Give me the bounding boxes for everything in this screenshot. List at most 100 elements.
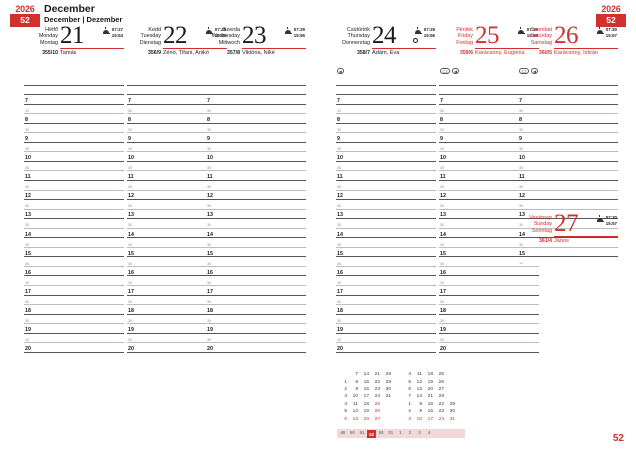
hour-row[interactable]: 10 xyxy=(206,152,306,162)
mini-calendar-day[interactable]: 30 xyxy=(449,409,455,415)
mini-calendar-day[interactable]: 1 xyxy=(408,401,411,407)
half-hour-row[interactable]: 30 xyxy=(439,315,539,325)
hour-row[interactable]: 17 xyxy=(439,286,539,296)
mini-calendar-day[interactable]: 25 xyxy=(438,372,444,378)
mini-calendar-day[interactable]: 30 xyxy=(385,387,391,393)
hour-row[interactable]: 13 xyxy=(518,210,618,220)
half-hour-row[interactable]: 30 xyxy=(439,124,539,134)
half-hour-row[interactable]: 30 xyxy=(127,124,227,134)
day-badge-1[interactable]: ◀ xyxy=(531,68,538,74)
mini-calendar-day[interactable]: 31 xyxy=(449,416,455,422)
hour-row[interactable]: 7 xyxy=(518,95,618,105)
half-hour-row[interactable]: 30 xyxy=(127,200,227,210)
hour-row[interactable]: 14 xyxy=(206,229,306,239)
mini-calendar-day[interactable]: 2 xyxy=(344,387,347,393)
hour-row[interactable]: 7 xyxy=(439,95,539,105)
week-strip-cell[interactable]: 3 xyxy=(418,430,421,436)
half-hour-row[interactable]: 30 xyxy=(518,257,618,264)
hour-row[interactable]: 10 xyxy=(24,152,124,162)
mini-calendar-day[interactable]: 10 xyxy=(352,394,358,400)
half-hour-row[interactable]: 30 xyxy=(127,219,227,229)
half-hour-row[interactable]: 30 xyxy=(439,143,539,153)
hour-row[interactable]: 19 xyxy=(336,324,436,334)
free-line[interactable] xyxy=(439,86,539,96)
hour-row[interactable]: 11 xyxy=(206,171,306,182)
mini-calendar-day[interactable]: 6 xyxy=(408,387,411,393)
half-hour-row[interactable]: 30 xyxy=(24,315,124,325)
hour-row[interactable]: 13 xyxy=(439,210,539,220)
mini-calendar-day[interactable]: 13 xyxy=(352,416,358,422)
half-hour-row[interactable]: 30 xyxy=(336,238,436,248)
mini-calendar-day[interactable]: 27 xyxy=(438,387,444,393)
mini-calendar-day[interactable]: 28 xyxy=(385,372,391,378)
hour-row[interactable]: 12 xyxy=(518,191,618,201)
hour-row[interactable]: 12 xyxy=(24,191,124,201)
week-strip-cell[interactable]: 52 xyxy=(366,429,377,438)
hour-row[interactable]: 20 xyxy=(336,343,436,353)
hour-row[interactable]: 11 xyxy=(518,171,618,182)
hour-row[interactable]: 13 xyxy=(24,210,124,220)
day-badge-1[interactable]: ◀ xyxy=(452,68,459,74)
half-hour-row[interactable]: 30 xyxy=(439,200,539,210)
week-strip-cell[interactable]: 49 xyxy=(340,430,346,436)
mini-calendar-day[interactable]: 16 xyxy=(427,409,433,415)
week-strip-cell[interactable]: 1 xyxy=(399,430,402,436)
mini-calendar-day[interactable]: 21 xyxy=(427,394,433,400)
half-hour-row[interactable]: 30 xyxy=(206,276,306,287)
mini-calendar-day[interactable]: 13 xyxy=(416,387,422,393)
free-line[interactable] xyxy=(127,76,227,86)
half-hour-row[interactable]: 30 xyxy=(439,105,539,115)
mini-calendar-day[interactable]: 15 xyxy=(427,401,433,407)
hour-row[interactable]: 19 xyxy=(439,324,539,334)
free-line[interactable] xyxy=(127,86,227,96)
half-hour-row[interactable]: 30 xyxy=(127,315,227,325)
hour-row[interactable]: 13 xyxy=(336,210,436,220)
hour-row[interactable]: 12 xyxy=(206,191,306,201)
mini-calendar-day[interactable]: 20 xyxy=(427,387,433,393)
hour-row[interactable]: 14 xyxy=(24,229,124,239)
hour-row[interactable]: 19 xyxy=(206,324,306,334)
half-hour-row[interactable]: 30 xyxy=(206,200,306,210)
hour-row[interactable]: 18 xyxy=(439,305,539,315)
half-hour-row[interactable]: 30 xyxy=(336,105,436,115)
half-hour-row[interactable]: 30 xyxy=(24,105,124,115)
hour-row[interactable]: 10 xyxy=(518,152,618,162)
half-hour-row[interactable]: 30 xyxy=(127,105,227,115)
mini-calendar-day[interactable]: 9 xyxy=(419,409,422,415)
hour-row[interactable]: 18 xyxy=(24,305,124,315)
free-line[interactable] xyxy=(439,76,539,86)
half-hour-row[interactable]: 30 xyxy=(336,124,436,134)
hour-row[interactable]: 9 xyxy=(518,133,618,143)
half-hour-row[interactable]: 30 xyxy=(127,143,227,153)
mini-calendar-day[interactable]: 5 xyxy=(408,379,411,385)
mini-calendar-day[interactable]: 9 xyxy=(355,387,358,393)
hour-row[interactable]: 7 xyxy=(336,95,436,105)
half-hour-row[interactable]: 30 xyxy=(127,162,227,172)
hour-row[interactable]: 11 xyxy=(127,171,227,182)
hour-row[interactable]: 16 xyxy=(206,267,306,277)
half-hour-row[interactable]: 30 xyxy=(336,181,436,191)
hour-row[interactable]: 17 xyxy=(206,286,306,296)
hour-row[interactable]: 17 xyxy=(127,286,227,296)
free-line[interactable] xyxy=(518,86,618,96)
week-strip-cell[interactable]: 50 xyxy=(350,430,355,436)
hour-row[interactable]: 14 xyxy=(127,229,227,239)
mini-calendar-day[interactable]: 12 xyxy=(416,379,422,385)
hour-row[interactable]: 8 xyxy=(127,114,227,124)
hour-row[interactable]: 15 xyxy=(336,248,436,258)
mini-calendar-day[interactable]: . xyxy=(381,410,392,415)
mini-calendar-day[interactable]: 4 xyxy=(344,401,347,407)
hour-row[interactable]: 7 xyxy=(24,95,124,105)
week-strip-cell[interactable]: 51 xyxy=(359,430,365,436)
hour-row[interactable]: 14 xyxy=(439,229,539,239)
half-hour-row[interactable]: 30 xyxy=(206,181,306,191)
mini-calendar-day[interactable]: 18 xyxy=(363,401,369,407)
half-hour-row[interactable]: 30 xyxy=(439,219,539,229)
hour-row[interactable]: 18 xyxy=(127,305,227,315)
hour-row[interactable]: 17 xyxy=(336,286,436,296)
hour-row[interactable]: 15 xyxy=(439,248,539,258)
mini-calendar-day[interactable]: 15 xyxy=(363,379,369,385)
hour-row[interactable]: 19 xyxy=(24,324,124,334)
hour-row[interactable]: 10 xyxy=(336,152,436,162)
mini-calendar-day[interactable]: 23 xyxy=(438,409,444,415)
